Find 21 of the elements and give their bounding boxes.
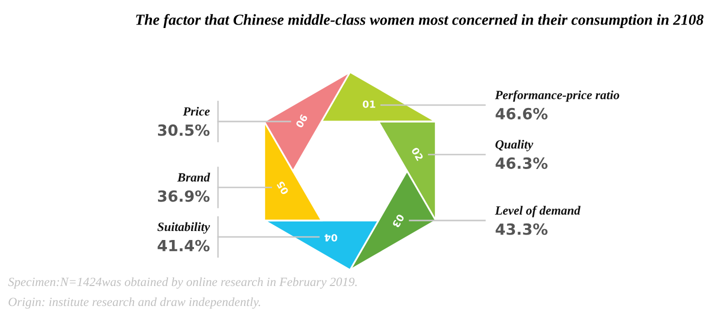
category-label: Quality bbox=[495, 140, 534, 152]
text: 06 bbox=[295, 114, 308, 128]
data-label: 46.6% bbox=[496, 108, 548, 120]
text: The factor that Chinese middle-class women most concerned in their consumption in 2108 bbox=[136, 14, 704, 28]
data-label: 43.3% bbox=[496, 223, 548, 235]
text: 01 bbox=[362, 100, 376, 108]
data-label: 36.9% bbox=[158, 190, 210, 202]
text: 04 bbox=[324, 234, 338, 242]
category-label: Price bbox=[182, 106, 210, 116]
category-label: Suitability bbox=[157, 222, 210, 234]
text: 02 bbox=[411, 146, 424, 162]
category-label: Brand bbox=[177, 172, 210, 182]
text: 03 bbox=[392, 214, 405, 228]
category-label: Performance-price ratio bbox=[494, 90, 620, 102]
text: 05 bbox=[276, 180, 289, 196]
data-label: 41.4% bbox=[158, 240, 210, 252]
category-label: Level of demand bbox=[494, 206, 581, 218]
data-label: 30.5% bbox=[158, 124, 210, 136]
text: Origin: institute research and draw independently. bbox=[8, 297, 260, 309]
data-label: 46.3% bbox=[496, 157, 548, 169]
text: Specimen:N=1424was obtained by online research in February 2019. bbox=[8, 277, 357, 289]
